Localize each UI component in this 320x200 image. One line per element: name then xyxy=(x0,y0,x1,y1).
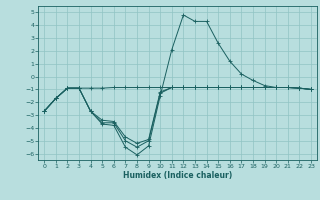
X-axis label: Humidex (Indice chaleur): Humidex (Indice chaleur) xyxy=(123,171,232,180)
